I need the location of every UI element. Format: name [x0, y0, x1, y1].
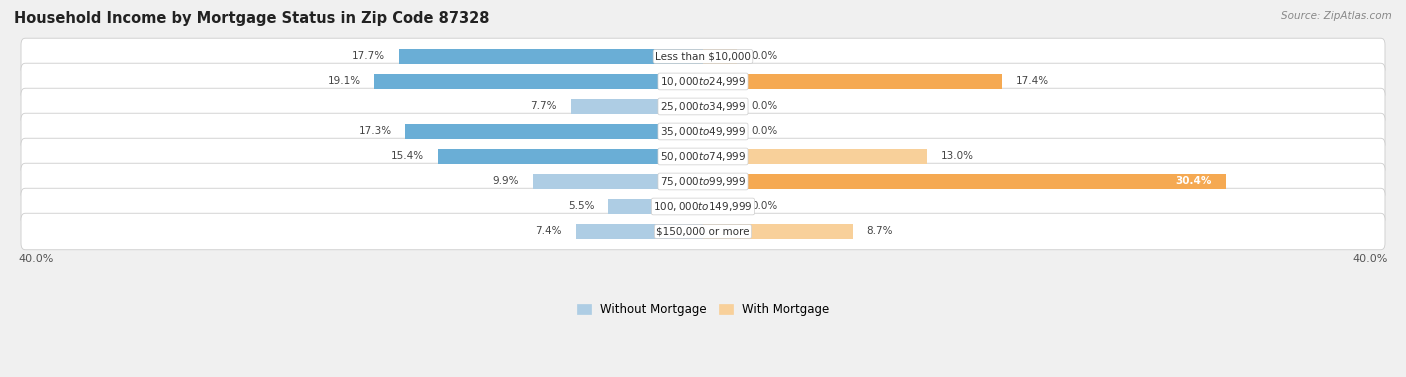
Bar [703, 74, 1002, 89]
Text: 13.0%: 13.0% [941, 152, 973, 161]
FancyBboxPatch shape [21, 63, 1385, 100]
FancyBboxPatch shape [21, 88, 1385, 125]
Bar [398, 49, 703, 64]
Text: 19.1%: 19.1% [328, 77, 361, 86]
FancyBboxPatch shape [21, 38, 1385, 75]
Text: 30.4%: 30.4% [1175, 176, 1212, 187]
Text: 40.0%: 40.0% [1353, 254, 1388, 264]
FancyBboxPatch shape [21, 113, 1385, 150]
Text: Source: ZipAtlas.com: Source: ZipAtlas.com [1281, 11, 1392, 21]
FancyBboxPatch shape [21, 163, 1385, 200]
Text: $10,000 to $24,999: $10,000 to $24,999 [659, 75, 747, 88]
Text: 40.0%: 40.0% [18, 254, 53, 264]
Bar [571, 99, 703, 114]
Text: Less than $10,000: Less than $10,000 [655, 52, 751, 61]
Bar [439, 149, 703, 164]
Bar [533, 174, 703, 189]
Bar [703, 224, 852, 239]
Text: 0.0%: 0.0% [751, 201, 778, 211]
FancyBboxPatch shape [21, 188, 1385, 225]
Text: 17.4%: 17.4% [1017, 77, 1049, 86]
Text: Household Income by Mortgage Status in Zip Code 87328: Household Income by Mortgage Status in Z… [14, 11, 489, 26]
Text: 0.0%: 0.0% [751, 126, 778, 136]
Text: 17.7%: 17.7% [352, 52, 385, 61]
Bar [703, 124, 737, 139]
Text: 7.7%: 7.7% [530, 101, 557, 112]
Text: 8.7%: 8.7% [866, 227, 893, 236]
Text: 17.3%: 17.3% [359, 126, 392, 136]
Bar [609, 199, 703, 214]
FancyBboxPatch shape [21, 213, 1385, 250]
Bar [374, 74, 703, 89]
Bar [575, 224, 703, 239]
Bar [703, 99, 737, 114]
Text: 5.5%: 5.5% [568, 201, 595, 211]
Text: 0.0%: 0.0% [751, 52, 778, 61]
Bar [405, 124, 703, 139]
Bar [703, 199, 737, 214]
Bar [703, 49, 737, 64]
Text: 15.4%: 15.4% [391, 152, 425, 161]
Bar [703, 174, 1226, 189]
Text: 9.9%: 9.9% [492, 176, 519, 187]
Text: $35,000 to $49,999: $35,000 to $49,999 [659, 125, 747, 138]
Text: $75,000 to $99,999: $75,000 to $99,999 [659, 175, 747, 188]
Text: $150,000 or more: $150,000 or more [657, 227, 749, 236]
Text: 7.4%: 7.4% [536, 227, 562, 236]
Legend: Without Mortgage, With Mortgage: Without Mortgage, With Mortgage [572, 298, 834, 321]
Text: $100,000 to $149,999: $100,000 to $149,999 [654, 200, 752, 213]
Text: $25,000 to $34,999: $25,000 to $34,999 [659, 100, 747, 113]
Bar [703, 149, 927, 164]
Text: $50,000 to $74,999: $50,000 to $74,999 [659, 150, 747, 163]
FancyBboxPatch shape [21, 138, 1385, 175]
Text: 0.0%: 0.0% [751, 101, 778, 112]
